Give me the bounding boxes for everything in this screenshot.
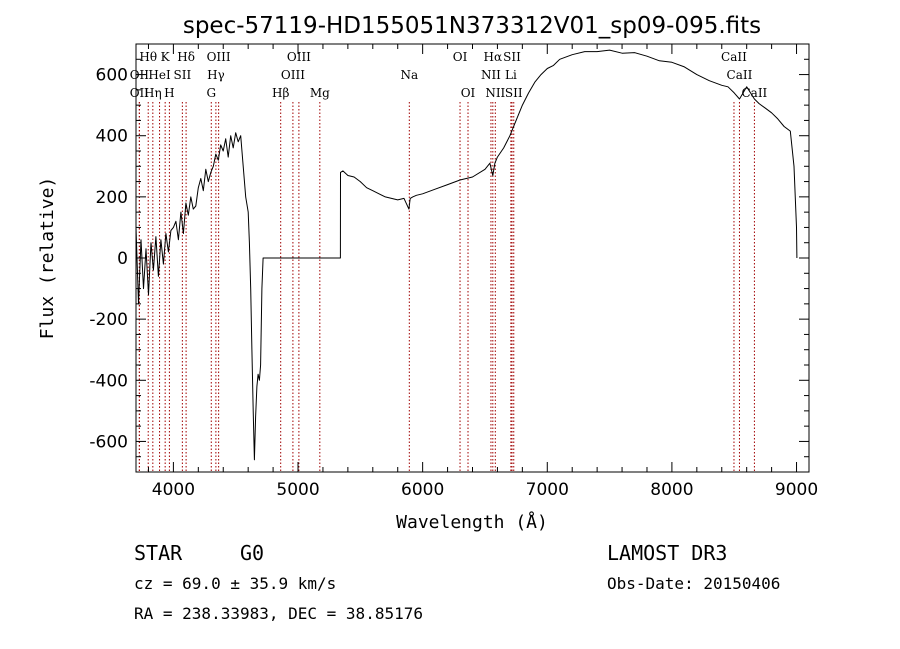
survey-name: LAMOST DR3	[607, 541, 727, 565]
x-axis-label: Wavelength (Å)	[396, 511, 548, 533]
marker-label: Hη	[144, 86, 162, 100]
marker-label: OI	[453, 50, 468, 64]
x-tick-label: 9000	[775, 480, 818, 500]
marker-label: H	[164, 86, 174, 100]
x-tick-label: 5000	[276, 480, 319, 500]
marker-label: SII	[174, 68, 192, 82]
marker-label: Hδ	[177, 50, 195, 64]
x-tick-label: 8000	[650, 480, 693, 500]
y-axis-label: Flux (relative)	[37, 177, 58, 340]
marker-label: OIII	[207, 50, 231, 64]
observation-date: Obs-Date: 20150406	[607, 574, 780, 593]
marker-label: G	[206, 86, 216, 100]
plot-frame	[135, 43, 810, 473]
marker-label: Na	[400, 68, 418, 82]
y-tick-label: 400	[96, 127, 128, 147]
axis-ticks: 4000 5000 6000 7000 8000 9000 -600 -400 -200 0 200…	[89, 43, 818, 500]
object-class: STAR	[134, 541, 183, 565]
marker-label: Li	[505, 68, 517, 82]
marker-label: NII	[485, 86, 505, 100]
x-tick-label: 4000	[152, 480, 195, 500]
marker-label: OII	[130, 86, 150, 100]
x-tick-label: 7000	[526, 480, 569, 500]
marker-label: Hβ	[272, 86, 289, 100]
marker-label: K	[161, 50, 171, 64]
marker-label: OIII	[287, 50, 311, 64]
y-tick-label: 200	[96, 188, 128, 208]
redshift-readout: cz = 69.0 ± 35.9 km/s	[134, 574, 336, 593]
y-tick-label: 0	[117, 249, 128, 269]
marker-label: Hγ	[207, 68, 225, 82]
marker-label: NII	[481, 68, 501, 82]
marker-label: CaII	[727, 68, 753, 82]
marker-label: SII	[505, 86, 523, 100]
marker-label: CaII	[721, 50, 747, 64]
coordinates-readout: RA = 238.33983, DEC = 38.85176	[134, 604, 423, 623]
object-subclass: G0	[240, 541, 264, 565]
marker-label: HeI	[148, 68, 171, 82]
spectrum-line	[135, 49, 798, 461]
x-tick-label: 6000	[401, 480, 444, 500]
y-tick-label: -600	[89, 432, 128, 452]
y-tick-label: -200	[89, 310, 128, 330]
marker-label: Mg	[310, 86, 330, 100]
y-tick-label: -400	[89, 371, 128, 391]
marker-label: Hα	[484, 50, 503, 64]
spectrum-series	[135, 49, 798, 461]
marker-label: SII	[503, 50, 521, 64]
marker-label: OI	[461, 86, 476, 100]
y-tick-label: 600	[96, 66, 128, 86]
marker-label: OIII	[281, 68, 305, 82]
chart-title: spec-57119-HD155051N373312V01_sp09-095.f…	[183, 13, 761, 39]
marker-label: Hθ	[139, 50, 157, 64]
